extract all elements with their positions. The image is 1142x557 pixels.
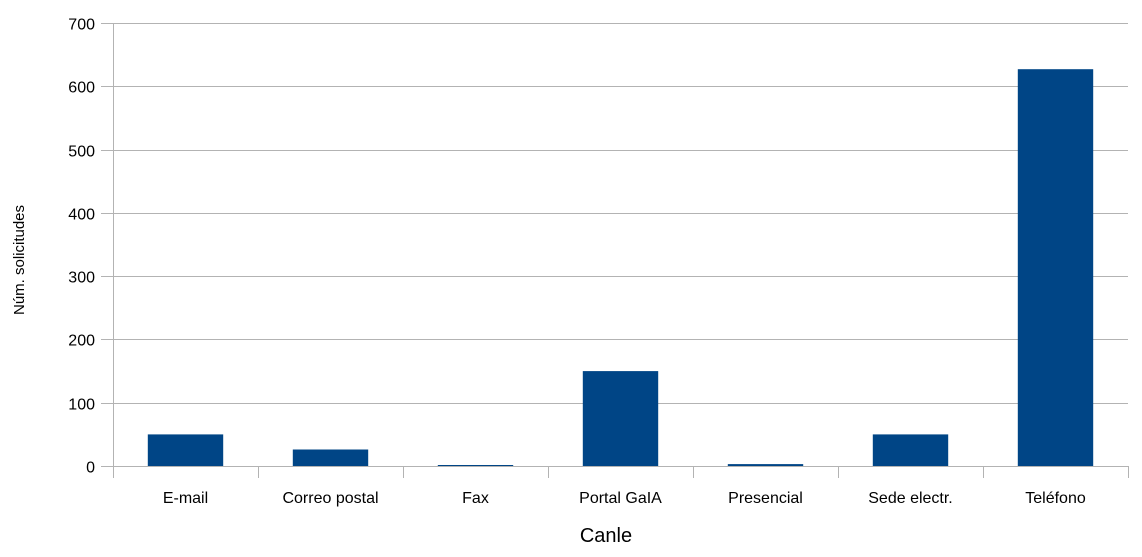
y-tick-label-400: 400	[68, 207, 95, 224]
x-tick-label-sede-electr: Sede electr.	[868, 490, 953, 507]
y-axis-title: Núm. solicitudes	[11, 205, 28, 315]
x-tick-label-e-mail: E-mail	[163, 490, 208, 507]
labels: 0 100 200 300 400 500 600 700 E-mail Correo posta…	[68, 17, 1086, 508]
y-tick-label-700: 700	[68, 17, 95, 34]
bar-portal-gaia	[582, 371, 659, 466]
axes	[101, 23, 1129, 478]
x-tick-label-correo-postal: Correo postal	[282, 490, 378, 507]
x-axis-title: Canle	[580, 525, 632, 547]
y-tick-label-200: 200	[68, 333, 95, 350]
y-tick-label-600: 600	[68, 80, 95, 97]
y-tick-label-0: 0	[86, 460, 95, 477]
bar-tel-fono	[1017, 69, 1094, 466]
x-tick-label-fax: Fax	[462, 490, 489, 507]
bars	[147, 69, 1094, 466]
bar-e-mail	[147, 434, 224, 466]
y-tick-label-300: 300	[68, 270, 95, 287]
bar-fax	[437, 465, 514, 466]
bar-sede-electr	[872, 434, 949, 466]
bar-correo-postal	[292, 449, 369, 466]
y-tick-label-100: 100	[68, 397, 95, 414]
x-tick-label-portal-gaia: Portal GaIA	[579, 490, 662, 507]
bar-presencial	[727, 464, 804, 466]
y-tick-label-500: 500	[68, 144, 95, 161]
gridlines	[113, 23, 1128, 404]
x-tick-label-tel-fono: Teléfono	[1025, 490, 1086, 507]
x-tick-label-presencial: Presencial	[728, 490, 803, 507]
